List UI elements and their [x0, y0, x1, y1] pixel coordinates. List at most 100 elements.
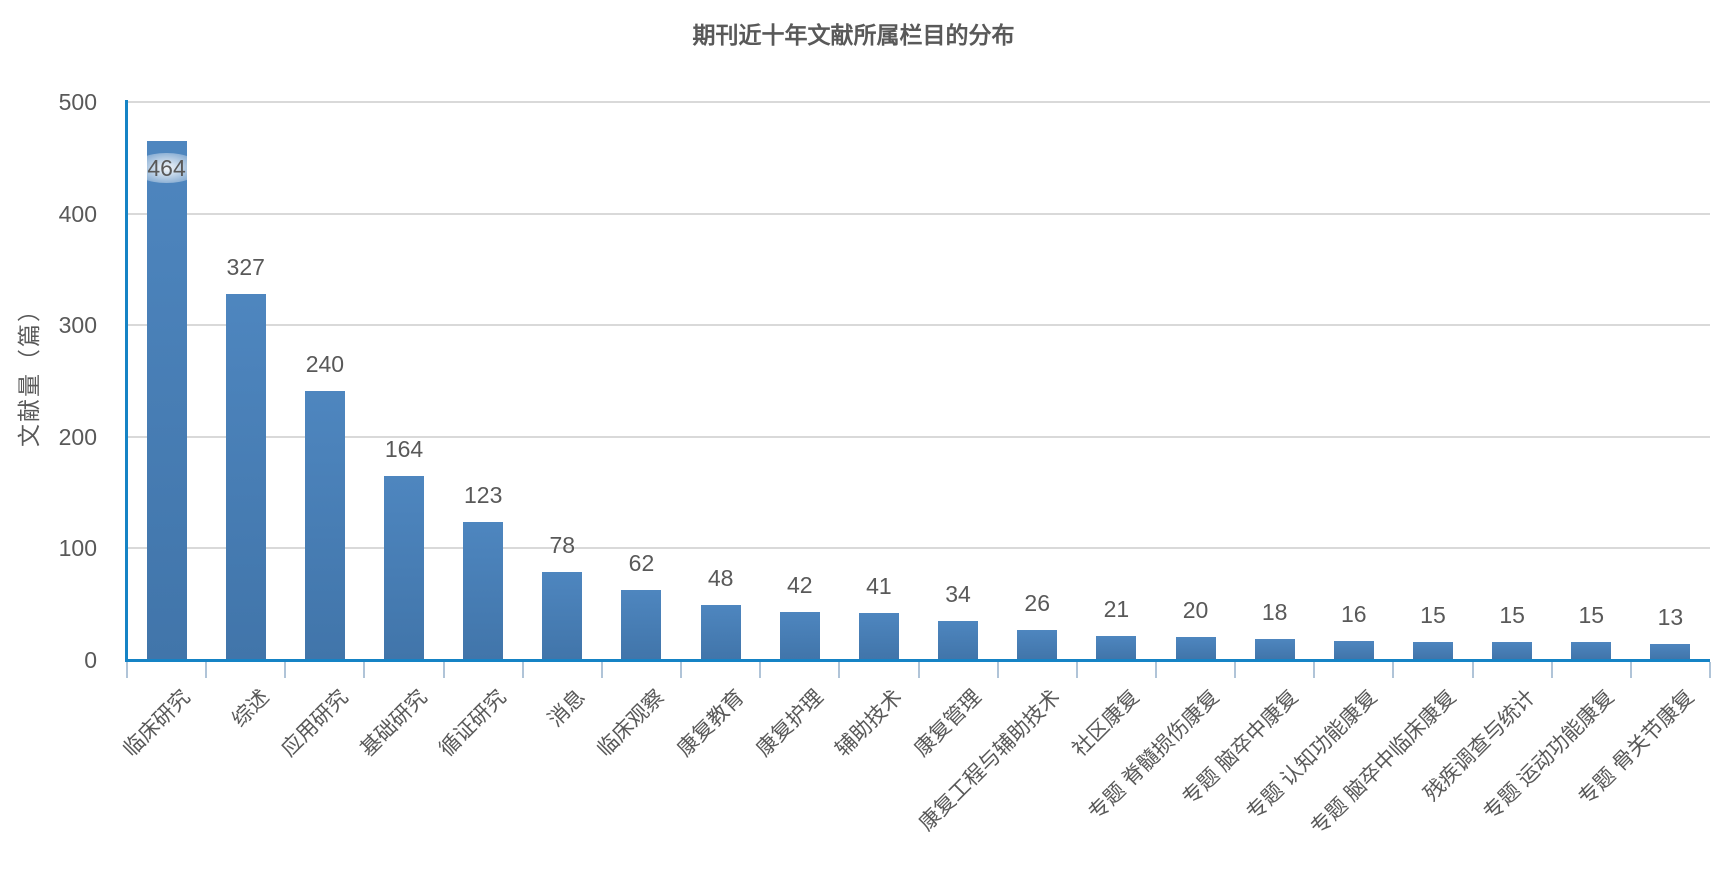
- value-label-text: 164: [384, 436, 424, 462]
- gridline: [127, 101, 1710, 103]
- value-label: 18: [1205, 597, 1345, 627]
- value-label-text: 42: [786, 572, 813, 598]
- value-label-text: 62: [628, 550, 655, 576]
- value-label-text: 15: [1578, 602, 1605, 628]
- value-label: 16: [1284, 599, 1424, 629]
- x-axis-tick: [521, 662, 524, 678]
- y-tick-label: 400: [58, 200, 97, 227]
- value-label: 327: [176, 252, 316, 282]
- x-category-label-text: 专题 脑卒中临床康复: [1306, 685, 1461, 840]
- value-label-text: 240: [305, 351, 345, 377]
- value-label-text: 13: [1657, 604, 1684, 630]
- bar: [1254, 639, 1295, 659]
- value-label-text: 78: [549, 532, 576, 558]
- bar: [779, 612, 820, 659]
- value-label: 34: [888, 579, 1028, 609]
- bar: [1650, 644, 1691, 659]
- value-label: 62: [571, 548, 711, 578]
- value-label: 164: [334, 434, 474, 464]
- value-label: 15: [1442, 600, 1582, 630]
- x-category-label-text: 临床研究: [118, 685, 195, 762]
- value-label-text: 21: [1103, 596, 1130, 622]
- bar: [1017, 630, 1058, 659]
- value-label-text: 15: [1420, 602, 1446, 628]
- y-axis-line: [125, 100, 128, 662]
- x-axis-tick: [1392, 662, 1395, 678]
- bar: [621, 590, 662, 659]
- value-label: 41: [809, 571, 949, 601]
- y-tick-label: 200: [58, 423, 97, 450]
- x-axis-tick: [759, 662, 762, 678]
- y-tick-label: 100: [58, 535, 97, 562]
- value-label-text: 16: [1341, 601, 1367, 627]
- x-axis-tick: [1550, 662, 1553, 678]
- bar: [463, 522, 504, 659]
- bar: [700, 605, 741, 659]
- value-label-text: 48: [707, 565, 734, 591]
- value-label-text: 34: [945, 581, 971, 607]
- value-label-text: 26: [1024, 590, 1051, 616]
- gridline: [127, 212, 1710, 215]
- value-label-text: 464: [133, 153, 200, 183]
- bar: [225, 294, 266, 659]
- x-category-label-text: 循证研究: [435, 685, 511, 762]
- x-axis-tick: [1313, 662, 1316, 678]
- gridline: [127, 547, 1710, 550]
- x-category-label-text: 康复护理: [751, 685, 828, 762]
- value-label-text: 18: [1261, 599, 1288, 625]
- value-label-text: 20: [1182, 597, 1209, 623]
- gridline: [127, 324, 1710, 327]
- bar: [304, 391, 345, 659]
- value-label: 78: [492, 530, 632, 560]
- y-tick-label: 300: [58, 312, 97, 339]
- bar: [384, 476, 425, 659]
- x-axis-tick: [1471, 662, 1474, 678]
- chart-title: 期刊近十年文献所属栏目的分布: [692, 22, 1015, 48]
- x-axis-tick: [838, 662, 841, 678]
- bar: [1175, 637, 1216, 659]
- value-label-text: 123: [463, 482, 503, 508]
- value-label: 15: [1521, 600, 1661, 630]
- value-label: 123: [413, 480, 553, 510]
- x-category-label-text: 基础研究: [356, 685, 432, 762]
- x-category-label-text: 康复教育: [672, 685, 749, 762]
- x-category-label-text: 消息: [544, 685, 591, 732]
- bar: [1096, 636, 1137, 659]
- bar: [1333, 641, 1374, 659]
- y-tick-label: 0: [84, 647, 97, 673]
- bar: [1492, 642, 1533, 659]
- x-axis-tick: [1709, 662, 1711, 678]
- y-tick-label: 500: [58, 89, 97, 115]
- x-category-label-text: 辅助技术: [831, 685, 907, 762]
- bar: [1571, 642, 1612, 659]
- x-axis-line: [125, 659, 1710, 662]
- x-axis-tick: [205, 662, 208, 678]
- bar: [938, 621, 979, 659]
- x-category-label-text: 应用研究: [277, 685, 353, 762]
- x-category-label-text: 临床观察: [593, 685, 670, 762]
- x-category-label-text: 康复工程与辅助技术: [915, 685, 1066, 836]
- value-label-text: 15: [1499, 602, 1525, 628]
- bar: [146, 141, 187, 659]
- value-label: 13: [1600, 602, 1729, 632]
- x-axis-tick: [917, 662, 920, 678]
- x-axis-tick: [442, 662, 445, 678]
- value-label-text: 41: [866, 573, 892, 599]
- value-label: 464: [97, 153, 237, 183]
- bar: [858, 613, 899, 659]
- x-axis-tick: [1154, 662, 1157, 678]
- x-axis-tick: [996, 662, 999, 678]
- x-axis-tick: [126, 662, 128, 678]
- x-axis-tick: [363, 662, 366, 678]
- value-label: 42: [730, 570, 870, 600]
- x-axis-tick: [1629, 662, 1632, 678]
- value-label: 240: [255, 349, 395, 379]
- value-label: 21: [1046, 594, 1186, 624]
- x-axis-tick: [284, 662, 287, 678]
- x-axis-tick: [1234, 662, 1237, 678]
- x-axis-tick: [1075, 662, 1078, 678]
- value-label: 20: [1126, 595, 1266, 625]
- bar: [1412, 642, 1453, 659]
